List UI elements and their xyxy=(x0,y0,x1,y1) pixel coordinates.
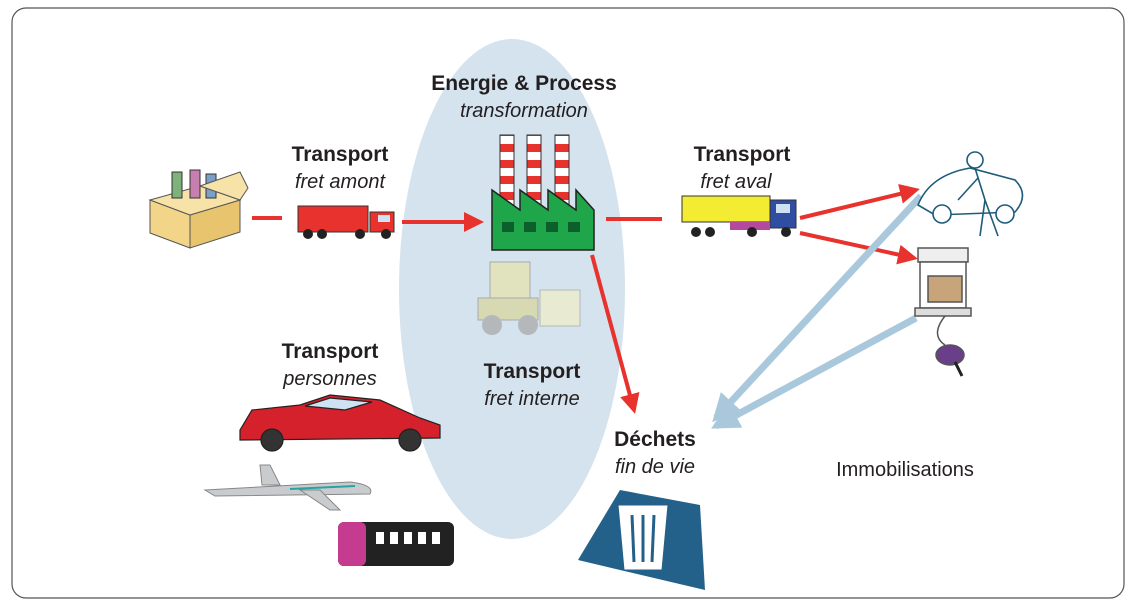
node-title: Déchets xyxy=(614,428,696,451)
node-subtitle: fret amont xyxy=(295,171,386,193)
node-subtitle: fret aval xyxy=(700,171,772,193)
node-subtitle: fin de vie xyxy=(615,456,695,478)
page: {"nodes": [ {"title": "Energie & Process… xyxy=(0,0,1135,607)
node-subtitle: personnes xyxy=(282,368,376,390)
train-icon xyxy=(338,522,454,566)
node-title: Energie & Process xyxy=(431,72,617,95)
node-subtitle: transformation xyxy=(460,100,588,122)
node-subtitle: fret interne xyxy=(484,388,580,410)
node-title: Transport xyxy=(484,360,581,383)
node-title: Immobilisations xyxy=(836,459,974,481)
node-title: Transport xyxy=(292,143,389,166)
node-title: Transport xyxy=(282,340,379,363)
node-title: Transport xyxy=(694,143,791,166)
diagram: Energie & Process transformation Transpo… xyxy=(0,0,1135,607)
